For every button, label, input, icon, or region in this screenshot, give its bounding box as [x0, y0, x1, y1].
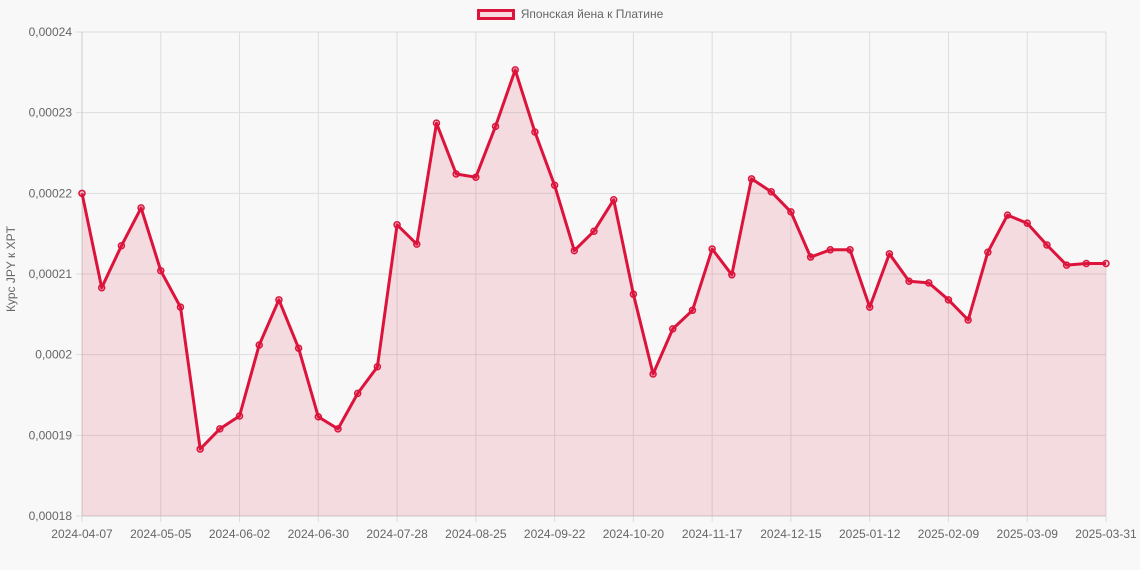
legend-color-swatch — [476, 8, 515, 20]
x-tick-label: 2025-03-31 — [1075, 527, 1137, 541]
data-point[interactable] — [491, 122, 500, 131]
data-point[interactable] — [669, 325, 677, 333]
data-point[interactable] — [117, 242, 126, 250]
x-tick-label: 2024-04-07 — [51, 527, 113, 541]
data-point[interactable] — [511, 66, 519, 74]
data-point[interactable] — [609, 196, 618, 204]
data-point[interactable] — [353, 389, 362, 398]
data-point[interactable] — [393, 221, 401, 229]
data-point[interactable] — [334, 425, 342, 433]
data-point[interactable] — [472, 173, 480, 181]
data-point[interactable] — [1043, 241, 1051, 249]
x-tick-label: 2024-12-15 — [760, 527, 822, 541]
chart-legend[interactable]: Японская йена к Платине — [0, 7, 1140, 21]
legend-label: Японская йена к Платине — [520, 7, 664, 21]
y-tick-label: 0,00021 — [29, 267, 73, 281]
data-point[interactable] — [570, 246, 579, 255]
data-point[interactable] — [196, 445, 204, 453]
y-tick-label: 0,00019 — [29, 428, 73, 442]
data-point[interactable] — [885, 250, 894, 258]
data-point[interactable] — [905, 277, 913, 286]
data-point[interactable] — [216, 425, 224, 433]
data-point[interactable] — [767, 187, 775, 196]
x-tick-label: 2024-08-25 — [445, 527, 507, 541]
data-point[interactable] — [846, 246, 854, 254]
x-tick-label: 2025-02-09 — [918, 527, 980, 541]
data-point[interactable] — [78, 189, 86, 198]
data-point[interactable] — [157, 267, 165, 275]
x-axis-ticks: 2024-04-07 2024-05-05 2024-06-02 2024-06-30… — [51, 527, 1137, 541]
data-point[interactable] — [925, 279, 933, 287]
data-point[interactable] — [275, 296, 283, 304]
data-point[interactable] — [97, 283, 106, 292]
y-tick-label: 0,00022 — [29, 186, 73, 200]
y-tick-label: 0,00018 — [29, 509, 73, 523]
x-tick-label: 2024-06-02 — [209, 527, 271, 541]
data-point[interactable] — [944, 296, 953, 304]
x-tick-label: 2024-09-22 — [524, 527, 586, 541]
data-point[interactable] — [1102, 259, 1110, 268]
data-point[interactable] — [413, 240, 421, 248]
x-tick-label: 2024-05-05 — [130, 527, 192, 541]
grid-lines — [76, 31, 1107, 522]
data-points[interactable] — [78, 66, 1110, 453]
x-tick-label: 2025-03-09 — [997, 527, 1059, 541]
data-point[interactable] — [432, 119, 441, 127]
data-point[interactable] — [984, 248, 992, 256]
data-point[interactable] — [373, 363, 382, 371]
x-tick-label: 2024-10-20 — [603, 527, 665, 541]
data-point[interactable] — [865, 303, 874, 311]
x-tick-label: 2024-06-30 — [288, 527, 350, 541]
x-tick-label: 2025-01-12 — [839, 527, 901, 541]
data-point[interactable] — [452, 170, 460, 178]
data-point[interactable] — [1082, 259, 1091, 268]
y-tick-label: 0,00024 — [29, 25, 73, 39]
x-tick-label: 2024-11-17 — [682, 527, 743, 541]
data-point[interactable] — [747, 175, 756, 183]
y-tick-label: 0,0002 — [35, 348, 72, 362]
data-point[interactable] — [294, 344, 303, 352]
data-point[interactable] — [688, 306, 697, 315]
data-point[interactable] — [1062, 261, 1071, 269]
data-point[interactable] — [964, 316, 972, 324]
data-point[interactable] — [708, 245, 716, 253]
data-point[interactable] — [137, 204, 145, 212]
data-point[interactable] — [826, 246, 835, 254]
data-point[interactable] — [787, 208, 795, 216]
data-point[interactable] — [176, 303, 185, 311]
data-point[interactable] — [590, 227, 598, 235]
series-area-fill — [82, 69, 1106, 517]
data-point[interactable] — [550, 181, 559, 190]
data-point[interactable] — [314, 413, 323, 421]
series-line — [80, 68, 1106, 451]
data-point[interactable] — [728, 271, 736, 279]
x-tick-label: 2024-07-28 — [366, 527, 428, 541]
data-point[interactable] — [255, 341, 263, 349]
data-point[interactable] — [531, 128, 539, 136]
data-point[interactable] — [1003, 211, 1012, 219]
data-point[interactable] — [1023, 219, 1031, 227]
y-tick-label: 0,00023 — [29, 106, 73, 120]
data-point[interactable] — [235, 412, 244, 420]
y-axis-ticks: 0,00018 0,00019 0,0002 0,00021 0,00022 0,0002… — [29, 25, 73, 523]
data-point[interactable] — [806, 253, 815, 261]
data-point[interactable] — [649, 370, 657, 378]
data-point[interactable] — [629, 290, 638, 298]
